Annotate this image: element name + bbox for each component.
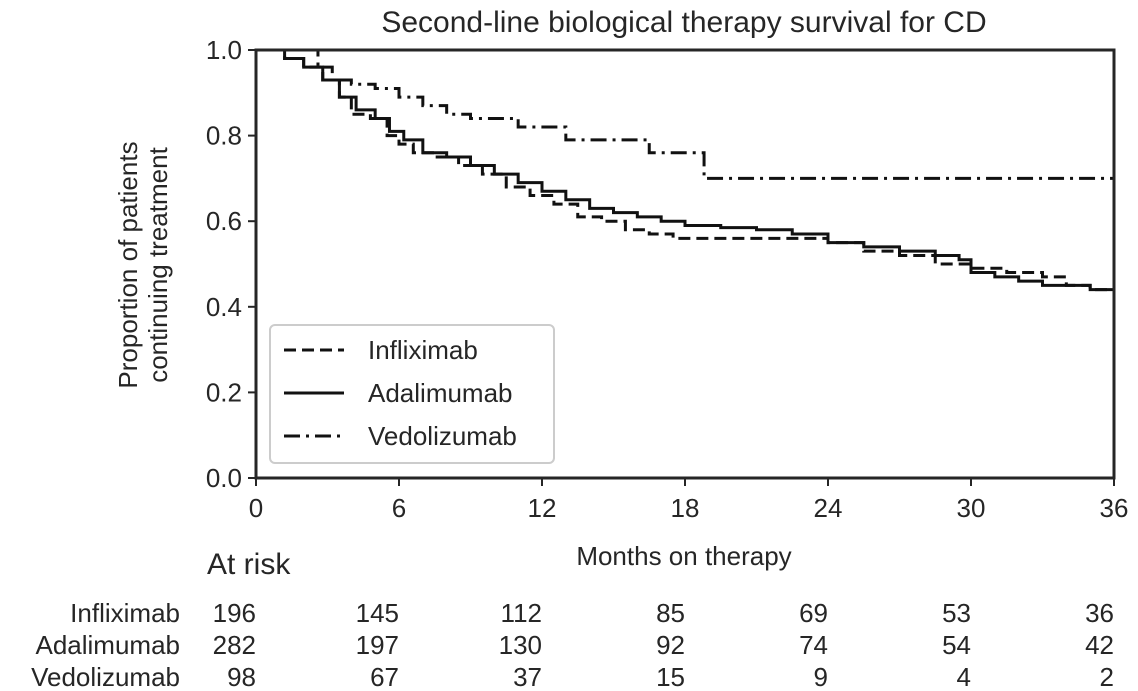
axis-ticks: 0 6 12 18 24 30 36 0.0 0.2 0.4 0.6 0.8 1.0 xyxy=(206,35,1129,523)
legend-label-infliximab: Infliximab xyxy=(368,335,478,365)
x-tick-label: 36 xyxy=(1100,493,1129,523)
y-tick-label: 0.2 xyxy=(206,377,242,407)
at-risk-row-label: Adalimumab xyxy=(35,630,180,660)
at-risk-value: 197 xyxy=(356,630,399,660)
at-risk-value: 67 xyxy=(370,662,399,691)
y-axis-label: Proportion of patients continuing treatm… xyxy=(113,141,173,388)
legend-box xyxy=(269,324,555,464)
y-tick-label: 0.8 xyxy=(206,121,242,151)
legend: Infliximab Adalimumab Vedolizumab xyxy=(269,324,555,464)
x-tick-label: 18 xyxy=(671,493,700,523)
series-lines xyxy=(272,48,1116,294)
at-risk-value: 130 xyxy=(499,630,542,660)
x-axis-label: Months on therapy xyxy=(576,541,791,571)
y-tick-label: 0.0 xyxy=(206,463,242,493)
at-risk-value: 15 xyxy=(656,662,685,691)
y-axis-label-line-2: continuing treatment xyxy=(143,146,173,382)
y-tick-label: 0.6 xyxy=(206,206,242,236)
at-risk-value: 282 xyxy=(213,630,256,660)
at-risk-row-label: Infliximab xyxy=(70,598,180,628)
y-axis-label-line-1: Proportion of patients xyxy=(113,141,143,388)
x-tick-label: 24 xyxy=(814,493,843,523)
at-risk-value: 9 xyxy=(814,662,828,691)
legend-label-adalimumab: Adalimumab xyxy=(368,378,513,408)
at-risk-value: 196 xyxy=(213,598,256,628)
at-risk-value: 85 xyxy=(656,598,685,628)
series-line-vedolizumab xyxy=(308,48,1114,180)
at-risk-value: 2 xyxy=(1100,662,1114,691)
at-risk-value: 37 xyxy=(513,662,542,691)
at-risk-value: 4 xyxy=(957,662,971,691)
at-risk-value: 36 xyxy=(1085,598,1114,628)
series-line-adalimumab xyxy=(272,48,1116,294)
x-tick-label: 6 xyxy=(392,493,406,523)
at-risk-value: 74 xyxy=(799,630,828,660)
at-risk-title: At risk xyxy=(207,548,291,581)
chart-title: Second-line biological therapy survival … xyxy=(381,6,986,39)
at-risk-value: 54 xyxy=(942,630,971,660)
x-tick-label: 0 xyxy=(249,493,263,523)
x-tick-label: 12 xyxy=(528,493,557,523)
at-risk-row-label: Vedolizumab xyxy=(31,662,180,691)
legend-label-vedolizumab: Vedolizumab xyxy=(368,421,517,451)
y-tick-label: 1.0 xyxy=(206,35,242,65)
at-risk-value: 42 xyxy=(1085,630,1114,660)
x-tick-label: 30 xyxy=(957,493,986,523)
at-risk-value: 92 xyxy=(656,630,685,660)
y-tick-label: 0.4 xyxy=(206,292,242,322)
at-risk-value: 112 xyxy=(501,598,542,628)
at-risk-value: 145 xyxy=(356,598,399,628)
at-risk-value: 69 xyxy=(799,598,828,628)
at-risk-value: 98 xyxy=(227,662,256,691)
plot-frame xyxy=(254,48,1116,480)
at-risk-value: 53 xyxy=(942,598,971,628)
at-risk-table: Infliximab 196 145 112 85 69 53 36 Adalimumab 282… xyxy=(31,598,1114,691)
series-line-infliximab xyxy=(272,48,1116,294)
